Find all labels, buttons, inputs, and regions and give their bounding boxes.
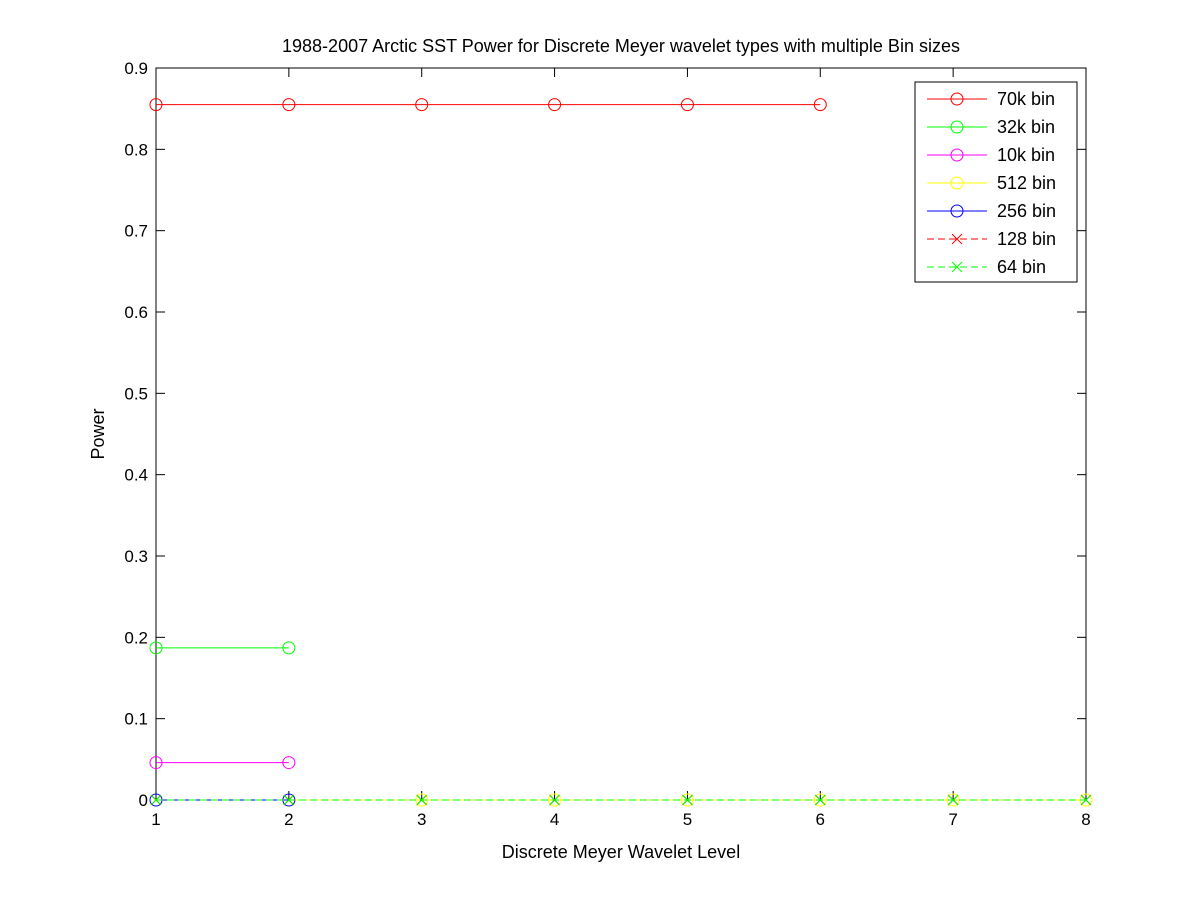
legend-entry: 10k bin	[927, 145, 1055, 165]
x-tick-label: 3	[417, 810, 426, 829]
legend-entry: 64 bin	[927, 257, 1046, 277]
x-tick-label: 8	[1081, 810, 1090, 829]
series-64-bin	[150, 794, 1092, 806]
legend-entry: 512 bin	[927, 173, 1056, 193]
legend-entry: 128 bin	[927, 229, 1056, 249]
data-point	[283, 794, 295, 806]
data-point	[680, 98, 694, 112]
y-tick-label: 0.8	[124, 140, 148, 159]
x-tick-label: 5	[683, 810, 692, 829]
legend-swatch-marker	[951, 261, 963, 273]
chart-title: 1988-2007 Arctic SST Power for Discrete …	[282, 36, 960, 56]
y-tick-label: 0.4	[124, 466, 148, 485]
data-point	[813, 793, 827, 807]
legend-label: 32k bin	[997, 117, 1055, 137]
y-tick-label: 0.5	[124, 384, 148, 403]
data-point	[416, 794, 428, 806]
x-tick-label: 7	[948, 810, 957, 829]
y-tick-label: 0.3	[124, 547, 148, 566]
legend-label: 256 bin	[997, 201, 1056, 221]
data-point	[549, 794, 560, 806]
data-point	[149, 641, 163, 655]
data-point	[813, 98, 827, 112]
series-layer	[149, 98, 1093, 807]
data-point	[814, 794, 826, 806]
legend-label: 128 bin	[997, 229, 1056, 249]
x-tick-label: 2	[284, 810, 293, 829]
legend-label: 64 bin	[997, 257, 1046, 277]
data-point	[548, 793, 562, 807]
legend-swatch-marker	[950, 120, 964, 134]
data-point	[282, 641, 296, 655]
legend-swatch-marker	[950, 204, 964, 218]
series-10k-bin	[149, 756, 296, 770]
data-point	[282, 98, 296, 112]
data-point	[149, 756, 163, 770]
y-tick-label: 0.6	[124, 303, 148, 322]
series-32k-bin	[149, 641, 296, 655]
legend: 70k bin 32k bin 10k bin 512 bin 256 bin 128 b…	[914, 81, 1078, 283]
y-tick-label: 0.7	[124, 222, 148, 241]
data-point	[548, 98, 562, 112]
legend-swatch-marker	[950, 148, 964, 162]
y-tick-label: 0.1	[124, 710, 148, 729]
legend-box	[914, 81, 1078, 283]
legend-swatch-marker	[951, 233, 963, 245]
data-point	[282, 756, 296, 770]
y-tick-label: 0.9	[124, 59, 148, 78]
legend-label: 512 bin	[997, 173, 1056, 193]
y-tick-label: 0	[139, 791, 148, 810]
series-70k-bin	[149, 98, 827, 112]
data-point	[1080, 794, 1092, 806]
data-point	[149, 98, 163, 112]
data-point	[680, 793, 694, 807]
data-point	[415, 98, 429, 112]
legend-entry: 256 bin	[927, 201, 1056, 221]
data-point	[947, 794, 959, 806]
legend-label: 70k bin	[997, 89, 1055, 109]
x-tick-label: 4	[550, 810, 559, 829]
data-point	[682, 794, 693, 806]
legend-entry: 70k bin	[927, 89, 1055, 109]
legend-entry: 32k bin	[927, 117, 1055, 137]
data-point	[150, 794, 162, 806]
axis-ticks: 1 2 3 4 5 6 7 8 0 0.1 0.2 0.3 0.4 0.5 0.6 0.7 0.8 0.9	[124, 59, 1090, 829]
x-axis-label: Discrete Meyer Wavelet Level	[502, 842, 740, 862]
x-tick-label: 6	[816, 810, 825, 829]
y-axis-label: Power	[88, 408, 108, 459]
legend-swatch-marker	[950, 92, 964, 106]
legend-swatch-marker	[950, 176, 964, 190]
legend-label: 10k bin	[997, 145, 1055, 165]
x-tick-label: 1	[151, 810, 160, 829]
y-tick-label: 0.2	[124, 628, 148, 647]
